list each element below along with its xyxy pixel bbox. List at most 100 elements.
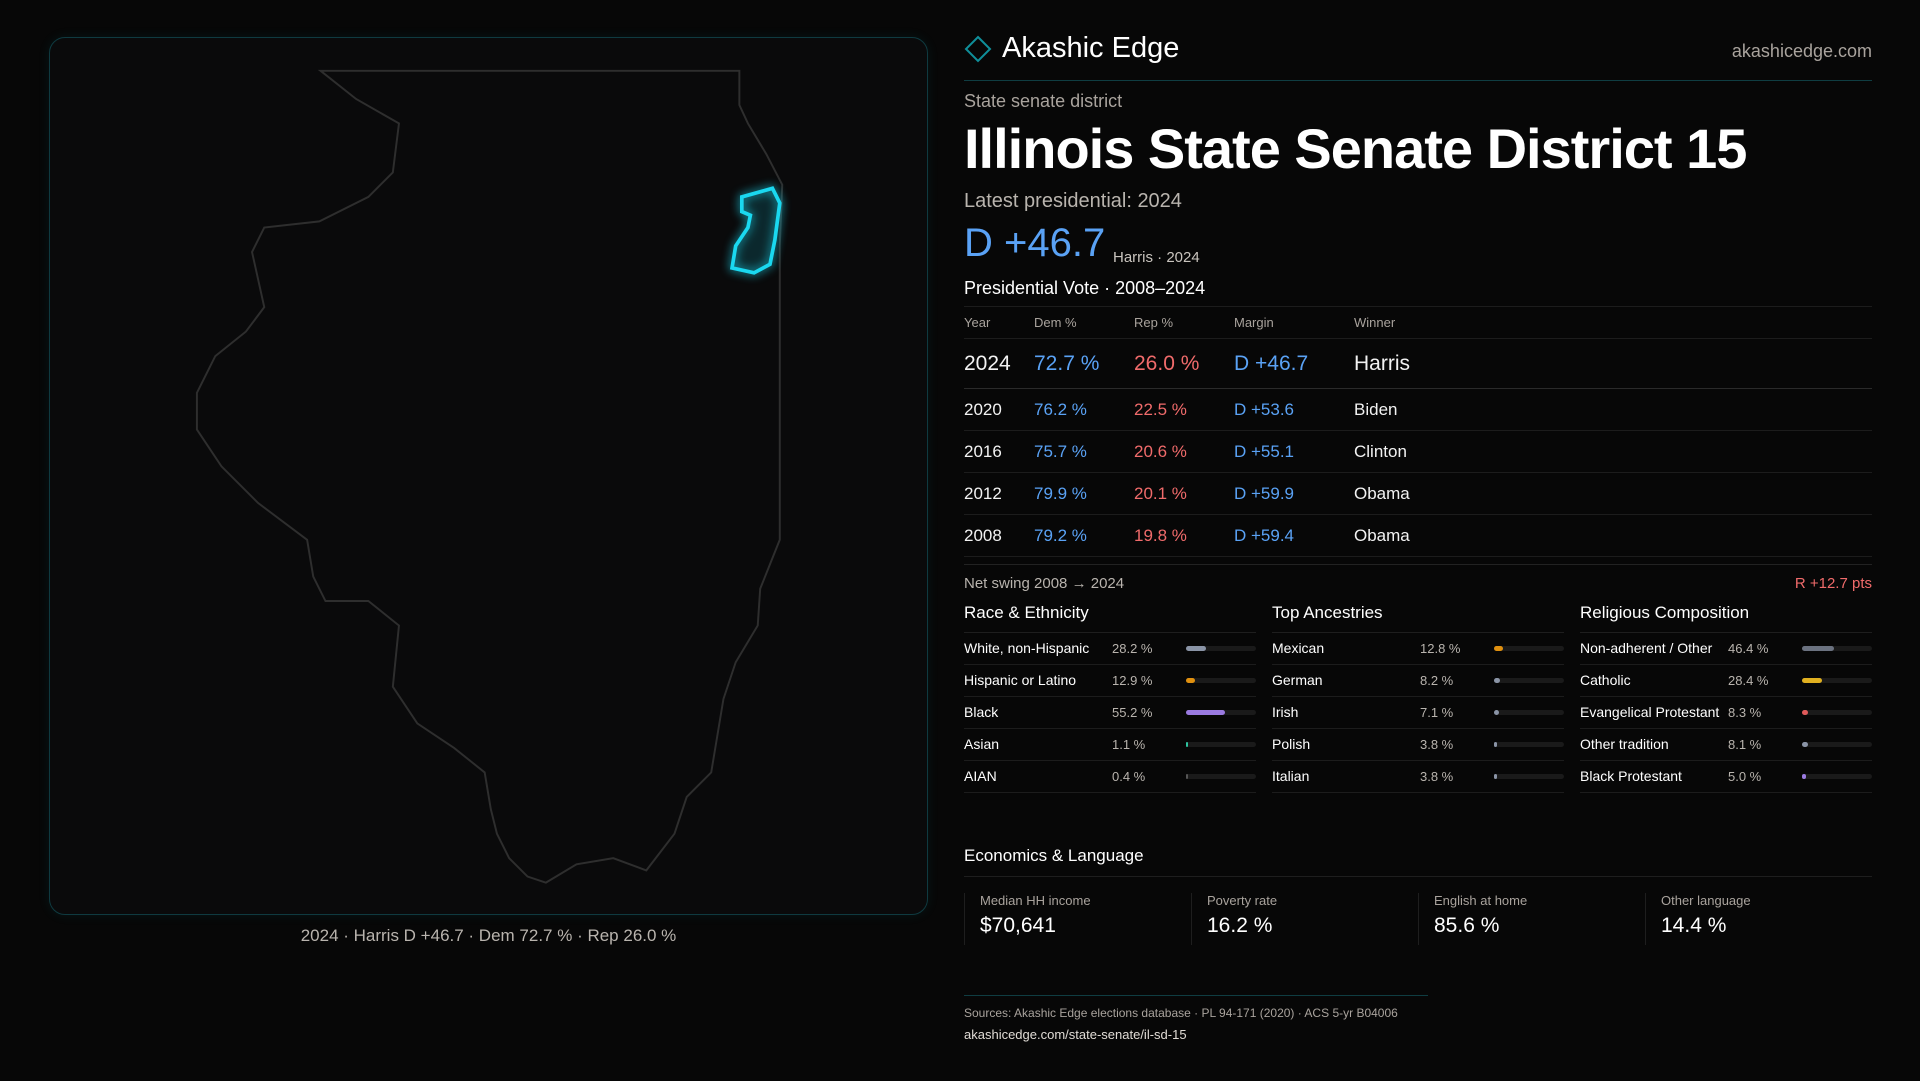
demographic-row: Irish 7.1 % <box>1272 697 1564 729</box>
vote-table-title: Presidential Vote · 2008–2024 <box>964 278 1206 298</box>
cell-year: 2008 <box>964 514 1034 557</box>
stat-label: English at home <box>1434 893 1528 908</box>
vote-table: Year Dem % Rep % Margin Winner 2024 72.7 … <box>964 306 1872 557</box>
sources: Sources: Akashic Edge elections database… <box>964 1006 1398 1020</box>
col-year: Year <box>964 306 1034 339</box>
stat-value: 14.4 % <box>1661 914 1727 937</box>
col-rep: Rep % <box>1134 306 1234 339</box>
cell-rep-pct: 20.6 % <box>1134 430 1234 473</box>
footer-divider <box>964 995 1428 996</box>
row-pct: 7.1 % <box>1420 705 1454 720</box>
net-swing-label: Net swing 2008 → 2024 <box>964 575 1125 592</box>
demographic-row: Other tradition 8.1 % <box>1580 729 1872 761</box>
row-label: Hispanic or Latino <box>964 672 1077 689</box>
row-label: Catholic <box>1580 672 1631 689</box>
demographic-group: Race & Ethnicity White, non-Hispanic 28.2 … <box>964 603 1256 793</box>
row-label: Evangelical Protestant <box>1580 704 1720 721</box>
row-pct: 8.3 % <box>1728 705 1762 720</box>
brand[interactable]: Akashic Edge <box>964 32 1179 65</box>
cell-margin: D +46.7 <box>1234 338 1354 389</box>
bar-fill <box>1494 646 1503 651</box>
permalink[interactable]: akashicedge.com/state-senate/il-sd-15 <box>964 1027 1187 1042</box>
cell-rep-pct: 26.0 % <box>1134 338 1234 389</box>
map-caption: 2024 · Harris D +46.7 · Dem 72.7 % · Rep… <box>300 926 677 945</box>
demographic-row: Polish 3.8 % <box>1272 729 1564 761</box>
headline-margin-sub: Harris · 2024 <box>1113 249 1200 266</box>
demographic-row: Catholic 28.4 % <box>1580 665 1872 697</box>
row-pct: 1.1 % <box>1112 737 1146 752</box>
row-label: Black Protestant <box>1580 768 1682 785</box>
bar-track <box>1494 774 1564 779</box>
stat-card: Median HH income $70,641 <box>964 893 1191 945</box>
cell-year: 2020 <box>964 388 1034 431</box>
row-pct: 5.0 % <box>1728 769 1762 784</box>
row-label: Italian <box>1272 768 1310 785</box>
stat-value: $70,641 <box>980 914 1056 937</box>
row-pct: 28.2 % <box>1112 641 1153 656</box>
cell-rep-pct: 20.1 % <box>1134 472 1234 515</box>
row-pct: 12.8 % <box>1420 641 1461 656</box>
demographic-row: German 8.2 % <box>1272 665 1564 697</box>
row-pct: 3.8 % <box>1420 769 1454 784</box>
col-winner: Winner <box>1354 306 1872 339</box>
demographic-row: AIAN 0.4 % <box>964 761 1256 793</box>
cell-margin: D +59.9 <box>1234 472 1354 515</box>
cell-margin: D +59.4 <box>1234 514 1354 557</box>
bar-track <box>1494 742 1564 747</box>
cell-margin: D +53.6 <box>1234 388 1354 431</box>
row-label: Mexican <box>1272 640 1325 657</box>
vote-row: 2020 76.2 % 22.5 % D +53.6 Biden <box>964 388 1872 431</box>
cell-year: 2024 <box>964 338 1034 389</box>
site-link[interactable]: akashicedge.com <box>1731 41 1872 61</box>
demographic-row: Italian 3.8 % <box>1272 761 1564 793</box>
stat-value: 85.6 % <box>1434 914 1500 937</box>
vote-row: 2012 79.9 % 20.1 % D +59.9 Obama <box>964 472 1872 515</box>
bar-track <box>1186 678 1256 683</box>
map-panel[interactable] <box>49 37 928 915</box>
bar-track <box>1494 646 1564 651</box>
cell-dem-pct: 75.7 % <box>1034 430 1134 473</box>
stat-card: English at home 85.6 % <box>1418 893 1645 945</box>
row-label: Irish <box>1272 704 1299 721</box>
col-margin: Margin <box>1234 306 1354 339</box>
net-swing-value: R +12.7 pts <box>1794 575 1872 592</box>
stat-label: Poverty rate <box>1207 893 1278 908</box>
row-pct: 12.9 % <box>1112 673 1153 688</box>
row-label: German <box>1272 672 1323 689</box>
cell-year: 2012 <box>964 472 1034 515</box>
bar-fill <box>1802 678 1822 683</box>
cell-margin: D +55.1 <box>1234 430 1354 473</box>
bar-track <box>1802 710 1872 715</box>
bar-track <box>1802 646 1872 651</box>
row-label: Polish <box>1272 736 1311 753</box>
group-title: Race & Ethnicity <box>964 603 1256 633</box>
row-label: Other tradition <box>1580 736 1669 753</box>
row-pct: 0.4 % <box>1112 769 1146 784</box>
bar-fill <box>1494 774 1497 779</box>
row-pct: 3.8 % <box>1420 737 1454 752</box>
stat-label: Median HH income <box>980 893 1091 908</box>
bar-track <box>1802 742 1872 747</box>
stat-card: Other language 14.4 % <box>1645 893 1872 945</box>
bar-track <box>1494 678 1564 683</box>
row-label: Black <box>964 704 999 721</box>
cell-rep-pct: 19.8 % <box>1134 514 1234 557</box>
cell-winner: Biden <box>1354 388 1872 431</box>
bar-track <box>1186 774 1256 779</box>
demographic-row: Black Protestant 5.0 % <box>1580 761 1872 793</box>
district-15-shape[interactable] <box>729 186 782 275</box>
group-title: Top Ancestries <box>1272 603 1564 633</box>
bar-fill <box>1186 710 1225 715</box>
bar-track <box>1802 678 1872 683</box>
page-title: Illinois State Senate District 15 <box>964 117 1747 180</box>
vote-row: 2024 72.7 % 26.0 % D +46.7 Harris <box>964 338 1872 389</box>
row-label: AIAN <box>964 768 997 785</box>
stat-value: 16.2 % <box>1207 914 1273 937</box>
bar-fill <box>1186 678 1196 683</box>
demographic-row: Non-adherent / Other 46.4 % <box>1580 633 1872 665</box>
divider <box>964 80 1872 81</box>
bar-track <box>1186 710 1256 715</box>
row-pct: 55.2 % <box>1112 705 1153 720</box>
vote-row: 2008 79.2 % 19.8 % D +59.4 Obama <box>964 514 1872 557</box>
